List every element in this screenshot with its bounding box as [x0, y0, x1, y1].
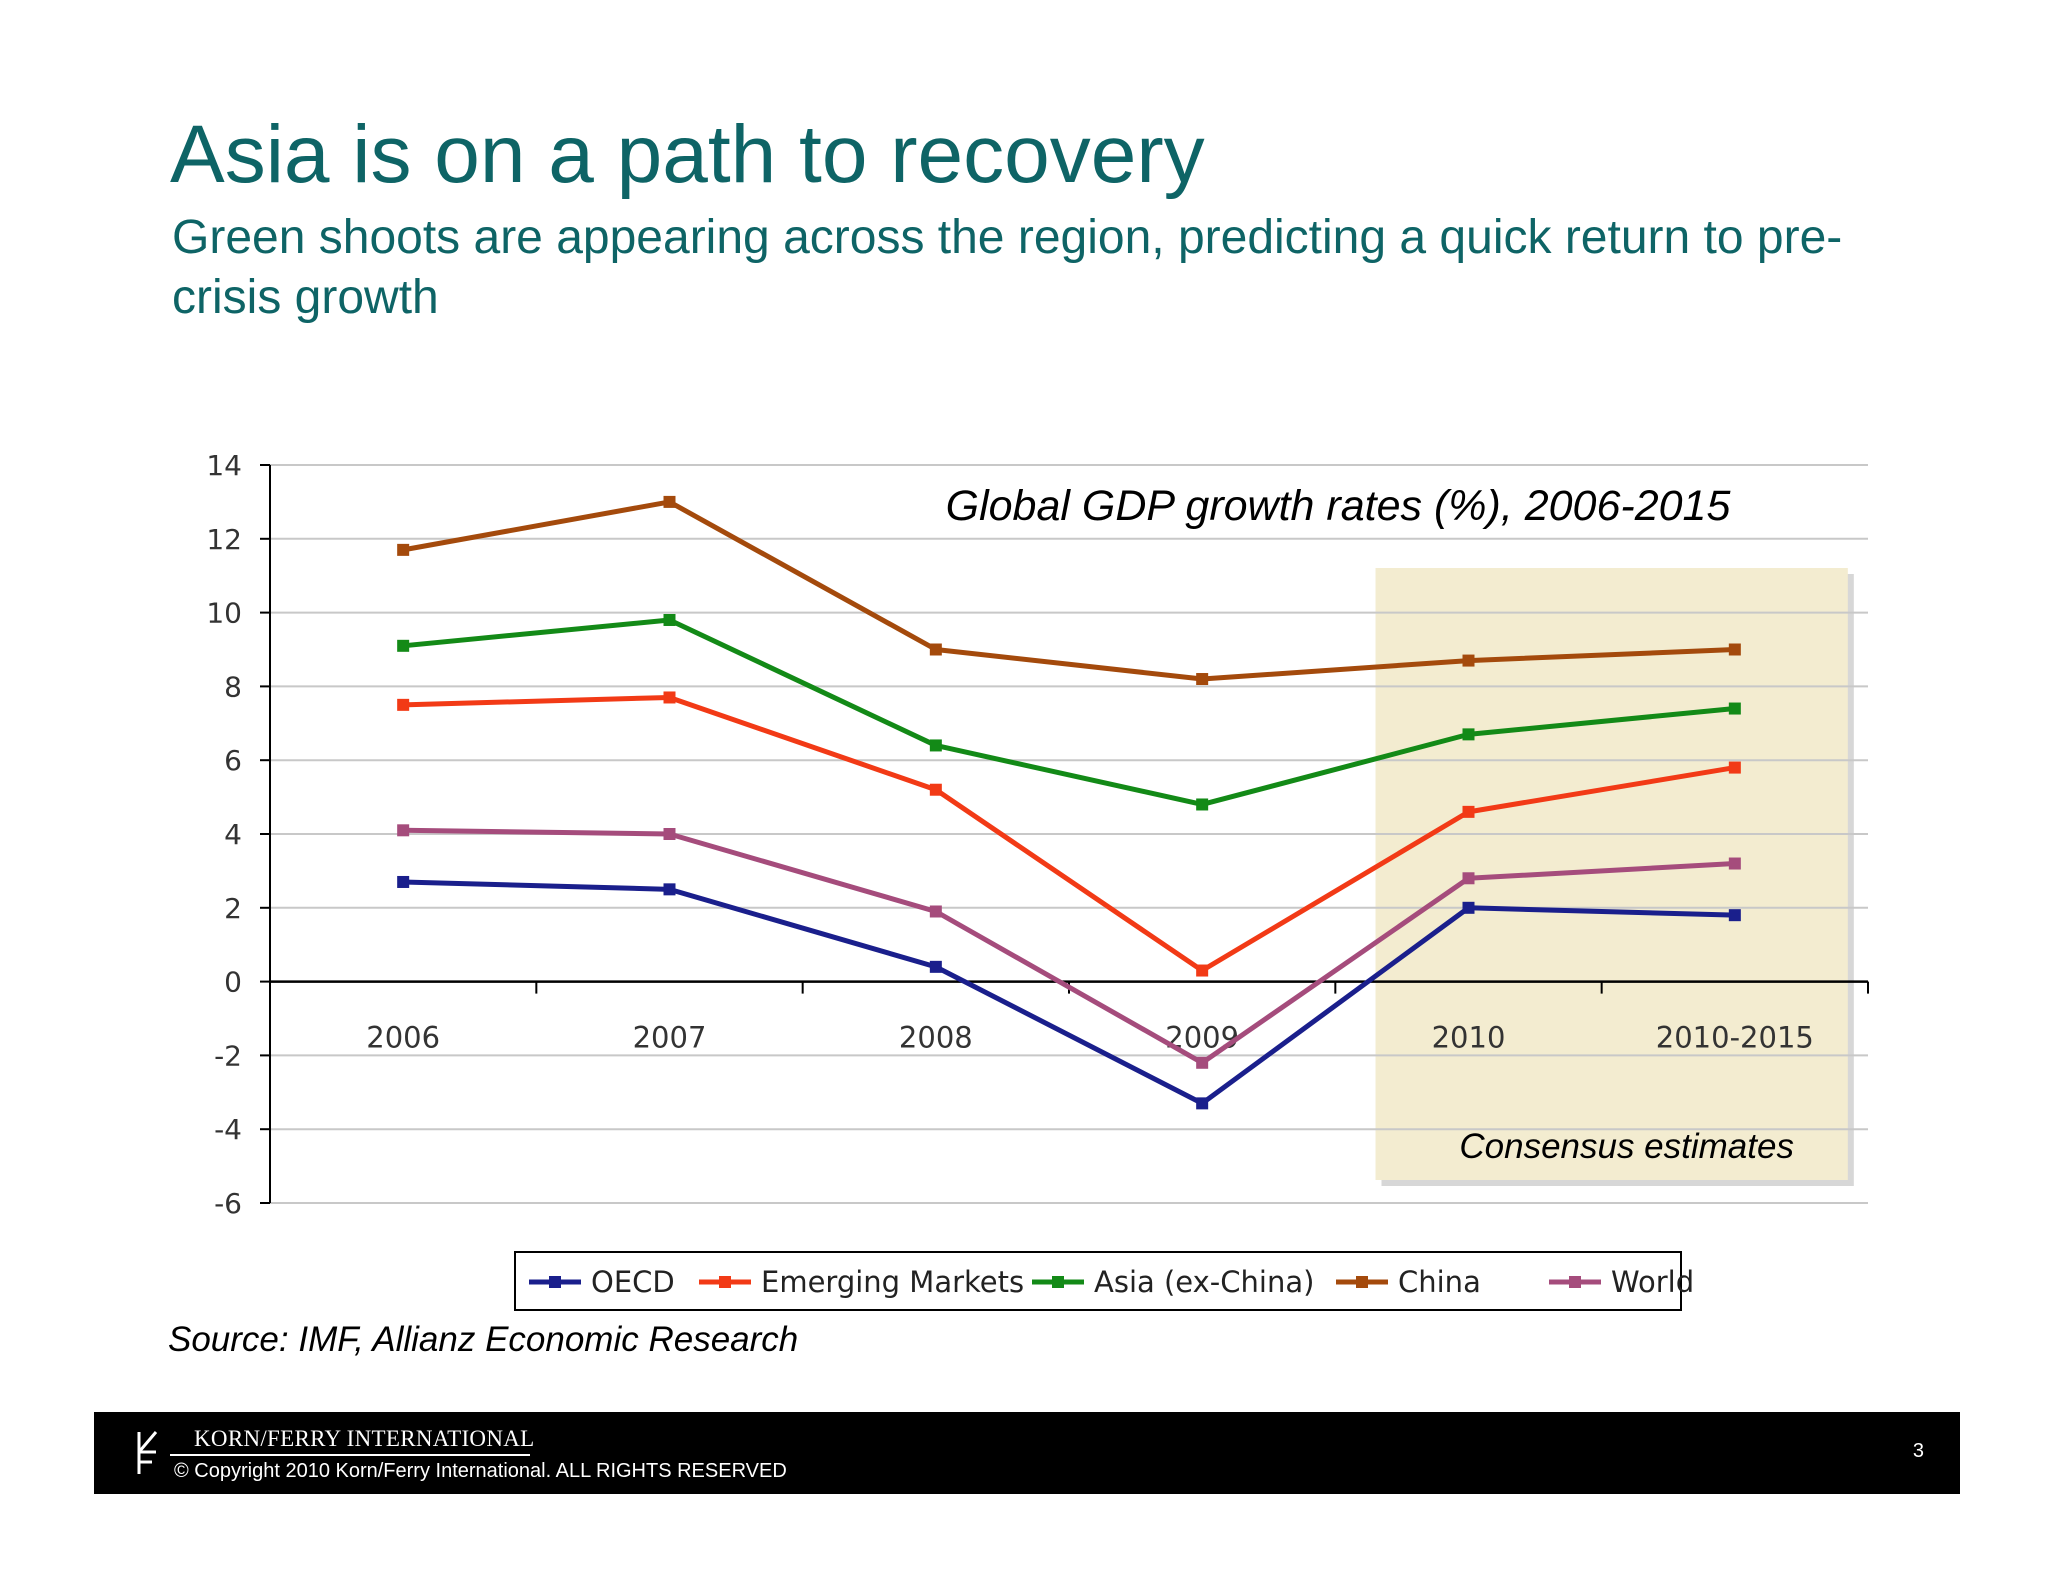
y-tick-label: -4 [214, 1113, 242, 1146]
korn-ferry-logo-icon [137, 1431, 158, 1474]
legend-label: World [1611, 1265, 1694, 1299]
y-tick-label: 6 [224, 744, 242, 777]
data-point [663, 691, 676, 704]
data-point [1462, 728, 1475, 741]
data-point [663, 495, 676, 508]
footer-bar: KORN/FERRY INTERNATIONAL © Copyright 201… [94, 1412, 1960, 1494]
data-point [1196, 1097, 1209, 1110]
data-point [929, 783, 942, 796]
data-point [1728, 909, 1741, 922]
company-name: KORN/FERRY INTERNATIONAL [194, 1426, 535, 1451]
legend-label: China [1398, 1265, 1481, 1299]
data-point [929, 643, 942, 656]
y-tick-label: -2 [214, 1039, 242, 1072]
legend-marker [1052, 1276, 1064, 1288]
y-tick-label: 10 [206, 597, 242, 630]
data-point [1462, 872, 1475, 885]
source-note: Source: IMF, Allianz Economic Research [168, 1320, 799, 1359]
data-point [1196, 1056, 1209, 1069]
data-point [397, 698, 410, 711]
data-point [1728, 643, 1741, 656]
data-point [663, 613, 676, 626]
legend-label: OECD [591, 1265, 675, 1299]
series-line [403, 827, 1735, 1066]
data-point [929, 739, 942, 752]
data-point [397, 875, 410, 888]
y-tick-label: 2 [224, 892, 242, 925]
company-rule [170, 1454, 530, 1456]
y-tick-label: 4 [224, 818, 242, 851]
data-point [1462, 901, 1475, 914]
data-point [397, 543, 410, 556]
data-point [1728, 702, 1741, 715]
data-point [1462, 654, 1475, 667]
chart-title: Global GDP growth rates (%), 2006-2015 [946, 482, 1732, 530]
y-tick-label: 12 [206, 523, 242, 556]
x-tick-label: 2010 [1432, 1021, 1506, 1055]
x-tick-label: 2006 [366, 1021, 440, 1055]
series-line [402, 617, 1736, 807]
data-point [929, 960, 942, 973]
x-tick-label: 2007 [633, 1021, 707, 1055]
legend-label: Emerging Markets [761, 1265, 1024, 1299]
data-point [1728, 857, 1741, 870]
data-point [929, 905, 942, 918]
y-tick-label: 0 [224, 966, 242, 999]
slide-title: Asia is on a path to recovery [170, 109, 1205, 200]
copyright-notice: © Copyright 2010 Korn/Ferry Internationa… [174, 1460, 787, 1482]
page-number: 3 [1912, 1440, 1924, 1462]
legend-marker [719, 1276, 731, 1288]
data-point [663, 828, 676, 840]
consensus-label: Consensus estimates [1459, 1127, 1794, 1166]
series-line [403, 694, 1736, 974]
data-point [397, 639, 410, 652]
y-tick-label: 14 [206, 449, 242, 482]
x-tick-label: 2010-2015 [1656, 1021, 1814, 1055]
data-point [1196, 964, 1209, 977]
legend-marker [1569, 1276, 1581, 1288]
data-point [1196, 798, 1209, 811]
data-point [1462, 805, 1475, 818]
series-line [402, 499, 1735, 682]
consensus-box [1375, 568, 1848, 1180]
data-point [663, 883, 676, 896]
y-tick-label: -6 [214, 1187, 242, 1220]
slide-subtitle: Green shoots are appearing across the re… [172, 211, 1843, 324]
data-point [1196, 673, 1209, 686]
x-tick-label: 2008 [899, 1021, 973, 1055]
legend-marker [549, 1276, 561, 1288]
data-point [397, 824, 410, 837]
legend-marker [1356, 1276, 1368, 1288]
y-tick-label: 8 [224, 670, 242, 703]
data-point [1728, 761, 1741, 774]
legend-label: Asia (ex-China) [1094, 1265, 1314, 1299]
series-line [403, 879, 1735, 1106]
